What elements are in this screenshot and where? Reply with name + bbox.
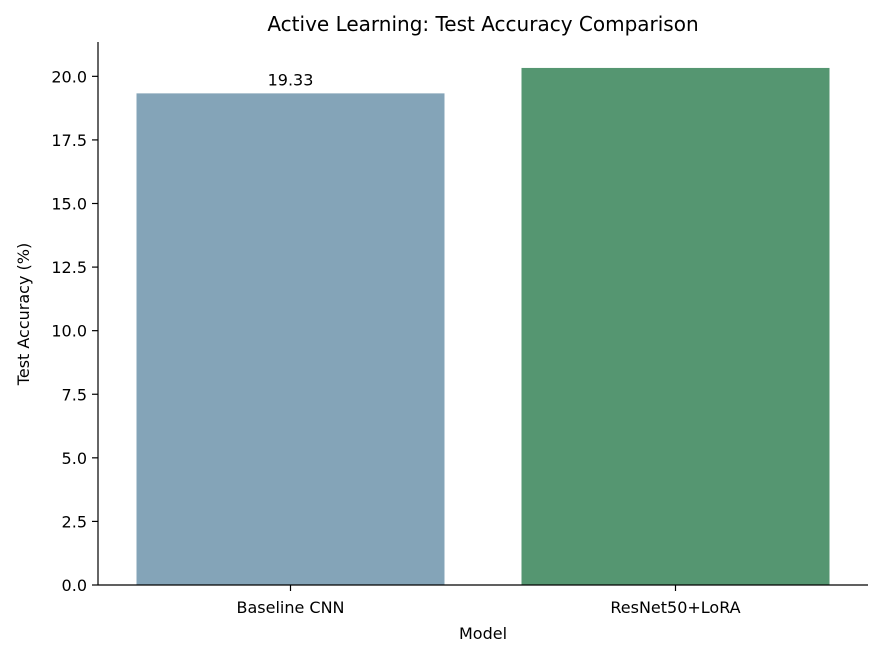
y-tick-label: 17.5 [51, 131, 87, 150]
y-tick-label: 0.0 [62, 576, 87, 595]
bar-resnet50-lora [521, 67, 830, 586]
bars-group [136, 67, 830, 586]
y-tick-label: 5.0 [62, 449, 87, 468]
y-tick-label: 12.5 [51, 258, 87, 277]
y-tick-label: 2.5 [62, 512, 87, 531]
x-tick-label-resnet50-lora: ResNet50+LoRA [610, 598, 740, 617]
y-axis-label: Test Accuracy (%) [14, 243, 33, 386]
x-axis: Baseline CNN ResNet50+LoRA [236, 585, 741, 617]
y-axis: 0.0 2.5 5.0 7.5 10.0 12.5 15.0 17.5 20.0 [51, 67, 98, 595]
chart-title: Active Learning: Test Accuracy Compariso… [267, 12, 698, 36]
y-tick-label: 10.0 [51, 322, 87, 341]
bar-baseline-cnn [136, 93, 445, 585]
y-tick-label: 15.0 [51, 195, 87, 214]
y-tick-label: 20.0 [51, 67, 87, 86]
data-labels-group: 19.33 [268, 70, 314, 89]
x-axis-label: Model [459, 624, 507, 643]
data-label-baseline-cnn: 19.33 [268, 70, 314, 89]
y-tick-label: 7.5 [62, 385, 87, 404]
x-tick-label-baseline-cnn: Baseline CNN [236, 598, 344, 617]
